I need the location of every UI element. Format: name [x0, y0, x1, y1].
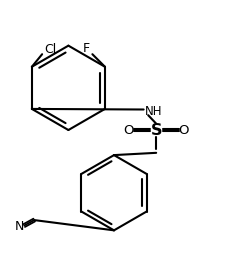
Text: O: O — [178, 124, 188, 137]
Text: F: F — [82, 42, 89, 55]
Text: S: S — [150, 123, 161, 137]
Text: NH: NH — [144, 105, 162, 118]
Text: O: O — [123, 124, 133, 137]
Text: N: N — [15, 221, 24, 233]
Text: Cl: Cl — [44, 43, 57, 56]
